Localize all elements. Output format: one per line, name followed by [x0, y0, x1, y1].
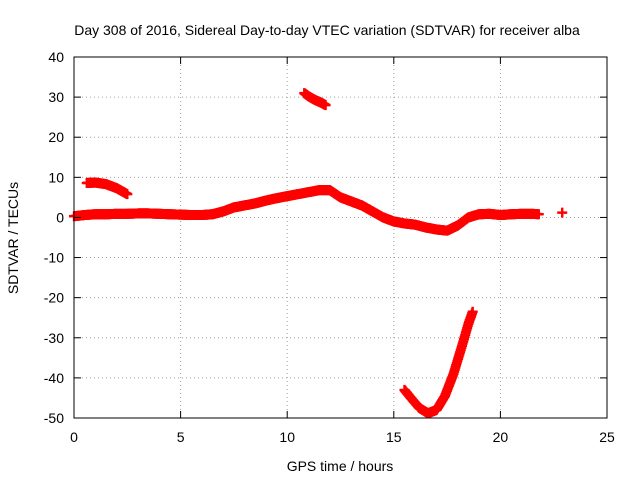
plot-frame — [73, 56, 608, 419]
chart-title: Day 308 of 2016, Sidereal Day-to-day VTE… — [74, 22, 580, 38]
y-axis-label: SDTVAR / TECUs — [5, 182, 21, 294]
y-tick-label: 20 — [48, 129, 64, 145]
data-series — [69, 88, 568, 419]
series-arc-high — [299, 88, 331, 111]
data-point — [122, 189, 133, 200]
y-tick-label: 40 — [48, 49, 64, 65]
series-isolated — [557, 207, 568, 218]
series-arc-early — [81, 177, 133, 200]
x-tick-label: 5 — [177, 429, 185, 445]
series-arc-low — [399, 306, 478, 419]
y-tick-label: -30 — [44, 330, 64, 346]
y-tick-label: -20 — [44, 290, 64, 306]
x-tick-label: 10 — [279, 429, 295, 445]
y-tick-label: 30 — [48, 89, 64, 105]
x-tick-label: 15 — [386, 429, 402, 445]
series-main-track — [69, 185, 544, 236]
y-tick-label: -10 — [44, 250, 64, 266]
x-tick-label: 0 — [70, 429, 78, 445]
x-tick-label: 20 — [493, 429, 509, 445]
data-point — [533, 209, 544, 220]
data-point — [320, 100, 331, 111]
y-tick-label: -40 — [44, 370, 64, 386]
x-axis-label: GPS time / hours — [287, 458, 394, 474]
data-point — [557, 207, 568, 218]
x-tick-label: 25 — [599, 429, 615, 445]
y-tick-label: -50 — [44, 410, 64, 426]
data-point — [467, 306, 478, 317]
axis-ticks: 0 5 10 15 20 25 -50 -40 -30 -20 -10 0 10 20 30 40 — [44, 49, 615, 445]
y-tick-label: 0 — [56, 209, 64, 225]
grid-lines — [74, 57, 607, 418]
y-tick-label: 10 — [48, 169, 64, 185]
